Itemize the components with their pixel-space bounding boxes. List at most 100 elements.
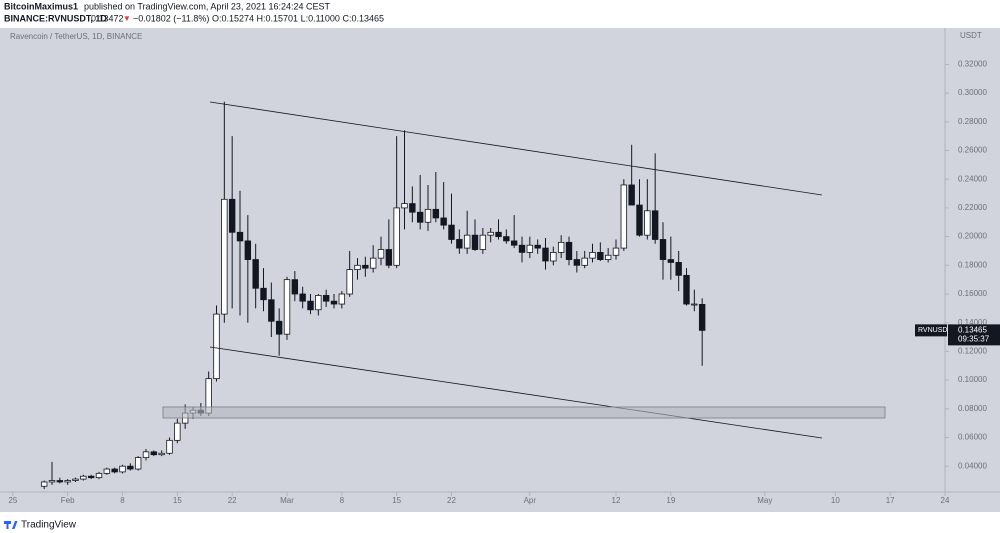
candle-body	[330, 300, 338, 305]
candle-body	[456, 239, 463, 249]
change: −0.01802 (−11.8%)	[133, 13, 209, 23]
plot	[40, 101, 706, 490]
price-label-value-box	[948, 324, 1000, 346]
candle-body	[495, 231, 502, 238]
candle-body	[620, 184, 628, 249]
price-label-box	[915, 324, 947, 337]
candle-body	[573, 259, 581, 266]
y-tick-label: 0.04000	[958, 461, 987, 470]
candle-body	[526, 244, 534, 253]
chart-background	[0, 28, 1000, 512]
candle-body	[377, 249, 385, 259]
x-tick-label: 22	[447, 496, 456, 505]
candle-body	[683, 274, 690, 305]
x-tick-label: May	[757, 496, 772, 505]
x-tick-label: 12	[612, 496, 621, 505]
candle-body	[581, 257, 588, 266]
candle-body	[644, 210, 651, 236]
candle-body	[40, 481, 48, 487]
candle-body	[628, 184, 635, 206]
candle-body	[479, 234, 487, 250]
candle-body	[166, 439, 173, 454]
x-tick-label: 22	[228, 496, 237, 505]
chart-title: Ravencoin / TetherUS, 1D, BINANCE	[10, 32, 142, 41]
candle-body	[659, 239, 667, 260]
y-tick-label: 0.06000	[958, 433, 987, 442]
candle-body	[119, 465, 126, 473]
candle-body	[174, 422, 181, 441]
candle-body	[597, 251, 604, 260]
logo: TradingView	[4, 520, 77, 531]
x-tick-label: 8	[120, 496, 125, 505]
candle-body	[416, 211, 424, 223]
candle-body	[322, 295, 330, 302]
candle-body	[542, 247, 549, 262]
author: BitcoinMaximus1	[4, 1, 78, 11]
y-tick-label: 0.24000	[958, 174, 987, 183]
candle-body	[385, 249, 393, 266]
x-tick-label: 19	[666, 496, 675, 505]
candle-body	[236, 231, 244, 242]
candle-body	[283, 279, 291, 335]
candle-body	[291, 279, 299, 295]
x-tick-label: 15	[392, 496, 401, 505]
y-tick-label: 0.12000	[958, 347, 987, 356]
candle-body	[127, 465, 134, 470]
x-tick-label: 17	[886, 496, 895, 505]
logo-icon	[4, 521, 18, 529]
candle-body	[393, 207, 400, 266]
footer: TradingView	[21, 520, 77, 531]
candle-body	[48, 480, 56, 483]
price-label-symbol: RVNUSDT	[918, 327, 952, 334]
candle-body	[354, 264, 361, 271]
candle-body	[213, 313, 220, 380]
candle-body	[158, 452, 165, 456]
candle-body	[698, 304, 706, 331]
symbol-line: BINANCE:RVNUSDT, 1D	[4, 13, 107, 23]
candle-body	[503, 236, 510, 242]
candle-body	[534, 244, 541, 249]
y-unit: USDT	[960, 31, 982, 40]
x-tick-label: Feb	[61, 496, 75, 505]
candle-body	[432, 208, 440, 219]
upper-trendline	[209, 101, 823, 196]
candle-body	[612, 247, 620, 256]
candle-body	[221, 198, 228, 315]
y-tick-label: 0.20000	[958, 232, 987, 241]
candle-body	[636, 204, 643, 236]
candle-body	[346, 269, 353, 295]
candle-body	[307, 300, 314, 311]
candle-body	[675, 262, 682, 276]
y-tick-label: 0.08000	[958, 404, 987, 413]
y-tick-label: 0.10000	[958, 375, 987, 384]
candle-body	[134, 457, 142, 470]
lower-trendline	[209, 346, 823, 439]
price-label-value: 0.13465	[958, 325, 987, 334]
x-tick-label: 10	[831, 496, 840, 505]
support-zone	[162, 406, 886, 419]
candle-body	[362, 264, 369, 269]
candle-body	[150, 451, 158, 456]
candle-body	[80, 475, 87, 480]
candle-body	[604, 254, 612, 260]
candle-body	[87, 475, 95, 479]
candle-body	[338, 293, 346, 305]
candle-body	[103, 468, 111, 474]
y-tick-label: 0.28000	[958, 117, 987, 126]
candle-body	[518, 244, 526, 253]
x-tick-label: 8	[340, 496, 345, 505]
x-tick-label: 25	[8, 496, 17, 505]
candle-body	[244, 240, 252, 260]
published: published on TradingView.com, April 23, …	[84, 1, 330, 11]
candle-body	[510, 240, 518, 246]
candle-body	[299, 293, 306, 302]
candle-body	[448, 224, 455, 240]
x-tick-label: Apr	[524, 496, 537, 505]
candle-body	[142, 451, 150, 458]
candle-body	[589, 251, 596, 259]
y-tick-label: 0.22000	[958, 203, 987, 212]
y-tick-label: 0.32000	[958, 60, 987, 69]
candle-body	[369, 257, 377, 269]
x-tick-label: 24	[941, 496, 950, 505]
